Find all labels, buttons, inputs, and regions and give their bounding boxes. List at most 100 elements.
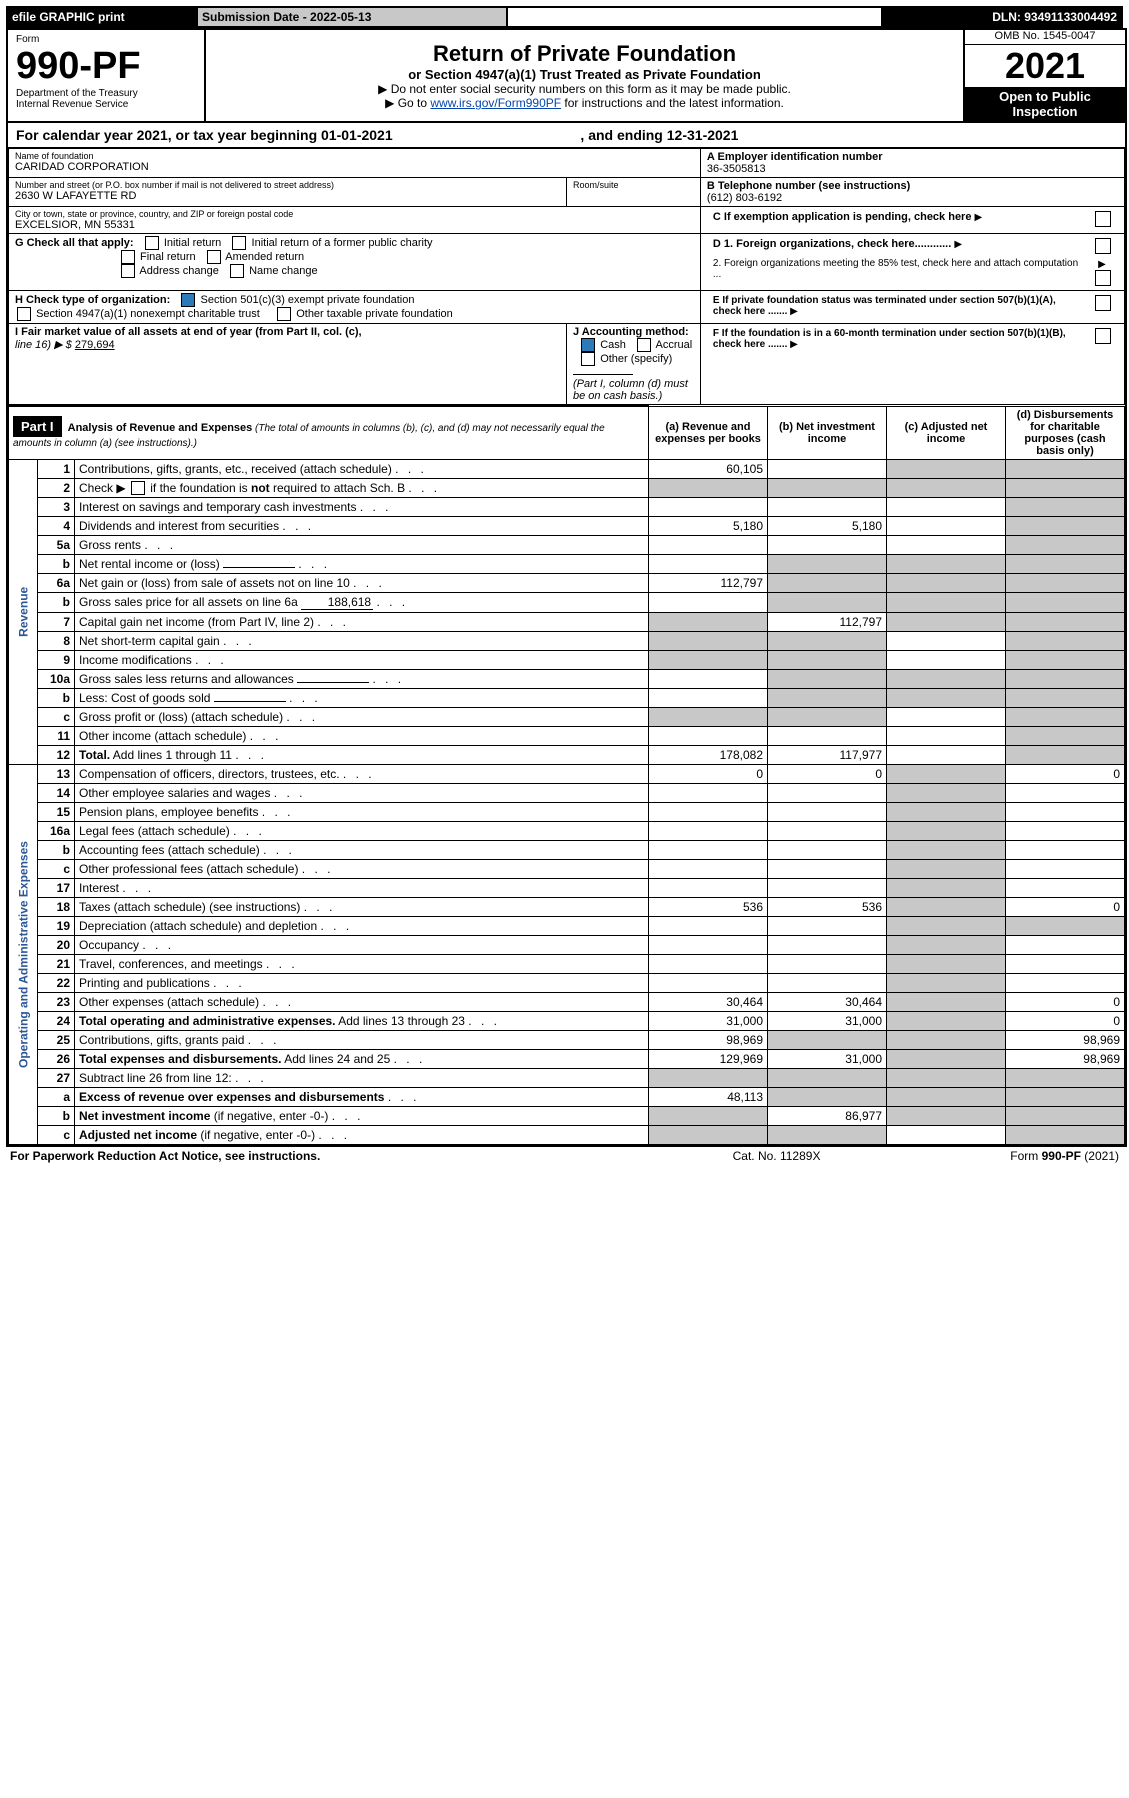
- room-label: Room/suite: [573, 180, 694, 190]
- cell-value: 98,969: [1006, 1031, 1125, 1050]
- cell-grey: [887, 917, 1006, 936]
- cell-grey: [1006, 459, 1125, 478]
- cell-grey: [887, 1012, 1006, 1031]
- cell-grey: [887, 689, 1006, 708]
- cell-value: [1006, 822, 1125, 841]
- col-d-header: (d) Disbursements for charitable purpose…: [1006, 406, 1125, 459]
- row-desc: Total expenses and disbursements. Add li…: [75, 1050, 649, 1069]
- cell-value: [649, 498, 768, 517]
- row-desc: Compensation of officers, directors, tru…: [75, 765, 649, 784]
- h-4947-checkbox[interactable]: [17, 307, 31, 321]
- addr-value: 2630 W LAFAYETTE RD: [15, 190, 560, 202]
- row-num: b: [38, 841, 75, 860]
- cell-grey: [768, 574, 887, 593]
- row-num: 27: [38, 1069, 75, 1088]
- cell-grey: [887, 936, 1006, 955]
- cell-grey: [1006, 689, 1125, 708]
- ein-value: 36-3505813: [707, 163, 766, 175]
- form-subtitle: or Section 4947(a)(1) Trust Treated as P…: [214, 67, 955, 82]
- cell-value: [887, 1126, 1006, 1145]
- cell-value: [768, 879, 887, 898]
- row-num: c: [38, 1126, 75, 1145]
- form990pf-link[interactable]: www.irs.gov/Form990PF: [430, 96, 561, 110]
- row-desc: Dividends and interest from securities .…: [75, 517, 649, 536]
- cell-value: [1006, 860, 1125, 879]
- d2-checkbox[interactable]: [1095, 270, 1111, 286]
- g-initial-former-checkbox[interactable]: [232, 236, 246, 250]
- d1-label: D 1. Foreign organizations, check here..…: [713, 238, 951, 250]
- cell-grey: [887, 803, 1006, 822]
- cell-value: [887, 727, 1006, 746]
- cell-value: [649, 936, 768, 955]
- cell-grey: [1006, 613, 1125, 632]
- cell-value: 30,464: [649, 993, 768, 1012]
- cell-value: [649, 841, 768, 860]
- cell-value: [649, 879, 768, 898]
- row-num: 19: [38, 917, 75, 936]
- cell-grey: [887, 613, 1006, 632]
- cell-grey: [768, 651, 887, 670]
- cell-value: 86,977: [768, 1107, 887, 1126]
- row-desc: Interest on savings and temporary cash i…: [75, 498, 649, 517]
- cell-value: 5,180: [768, 517, 887, 536]
- d1-checkbox[interactable]: [1095, 238, 1111, 254]
- j-cash-checkbox[interactable]: [581, 338, 595, 352]
- row-num: c: [38, 708, 75, 727]
- cell-value: 117,977: [768, 746, 887, 765]
- col-a-header: (a) Revenue and expenses per books: [649, 406, 768, 459]
- cell-value: [649, 593, 768, 613]
- submission-date: Submission Date - 2022-05-13: [197, 7, 507, 27]
- cell-grey: [1006, 1107, 1125, 1126]
- cell-grey: [1006, 593, 1125, 613]
- d2-label: 2. Foreign organizations meeting the 85%…: [707, 256, 1088, 288]
- cell-value: [768, 784, 887, 803]
- cell-value: [887, 651, 1006, 670]
- row-desc: Printing and publications . . .: [75, 974, 649, 993]
- cell-grey: [1006, 917, 1125, 936]
- c-checkbox[interactable]: [1095, 211, 1111, 227]
- row-desc: Gross rents . . .: [75, 536, 649, 555]
- cell-value: [649, 860, 768, 879]
- row-desc: Other income (attach schedule) . . .: [75, 727, 649, 746]
- form-title: Return of Private Foundation: [214, 41, 955, 67]
- row-desc: Net gain or (loss) from sale of assets n…: [75, 574, 649, 593]
- cell-grey: [887, 841, 1006, 860]
- h-other-checkbox[interactable]: [277, 307, 291, 321]
- footer-right-form: 990-PF: [1042, 1149, 1081, 1163]
- city-label: City or town, state or province, country…: [15, 209, 694, 219]
- g-name-checkbox[interactable]: [230, 264, 244, 278]
- form-number: 990-PF: [16, 45, 196, 88]
- f-checkbox[interactable]: [1095, 328, 1111, 344]
- g-address-checkbox[interactable]: [121, 264, 135, 278]
- row-num: 14: [38, 784, 75, 803]
- cell-grey: [649, 1126, 768, 1145]
- e-checkbox[interactable]: [1095, 295, 1111, 311]
- j-accrual-checkbox[interactable]: [637, 338, 651, 352]
- row-desc: Contributions, gifts, grants paid . . .: [75, 1031, 649, 1050]
- g-final-checkbox[interactable]: [121, 250, 135, 264]
- j-other-checkbox[interactable]: [581, 352, 595, 366]
- side-label: Operating and Administrative Expenses: [9, 765, 38, 1145]
- cell-value: 98,969: [649, 1031, 768, 1050]
- cell-value: [887, 498, 1006, 517]
- cell-value: [887, 536, 1006, 555]
- g-amended-checkbox[interactable]: [207, 250, 221, 264]
- addr-label: Number and street (or P.O. box number if…: [15, 180, 560, 190]
- cell-grey: [887, 574, 1006, 593]
- cell-grey: [887, 478, 1006, 498]
- cell-value: 0: [1006, 898, 1125, 917]
- g-initial-checkbox[interactable]: [145, 236, 159, 250]
- cell-grey: [1006, 517, 1125, 536]
- row-num: 17: [38, 879, 75, 898]
- cell-grey: [887, 555, 1006, 574]
- row-desc: Check ▶ if the foundation is not require…: [75, 478, 649, 498]
- row-desc: Other professional fees (attach schedule…: [75, 860, 649, 879]
- row-desc: Occupancy . . .: [75, 936, 649, 955]
- cell-value: [649, 727, 768, 746]
- cell-grey: [768, 670, 887, 689]
- cell-grey: [1006, 1069, 1125, 1088]
- h-501c3-checkbox[interactable]: [181, 293, 195, 307]
- cell-grey: [649, 613, 768, 632]
- row-num: 13: [38, 765, 75, 784]
- i-label: I Fair market value of all assets at end…: [15, 326, 362, 338]
